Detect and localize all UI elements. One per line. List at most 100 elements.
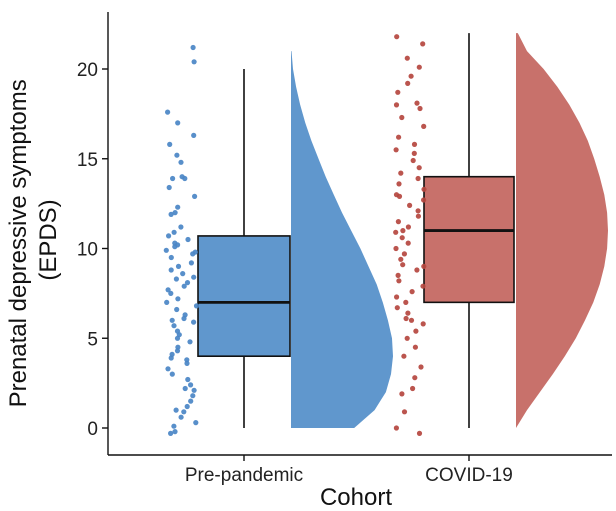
- data-point: [178, 159, 184, 165]
- plot-area: [163, 33, 608, 436]
- data-point: [182, 385, 188, 392]
- data-point: [395, 272, 401, 278]
- group-covid-19: [393, 33, 608, 436]
- data-point: [399, 114, 405, 121]
- data-point: [413, 328, 419, 334]
- y-axis-title-line-1: Prenatal depressive symptoms: [5, 79, 32, 407]
- y-tick-label: 20: [77, 60, 98, 81]
- data-point: [187, 339, 193, 345]
- data-point: [185, 376, 191, 383]
- data-point: [184, 357, 190, 363]
- data-point: [403, 299, 409, 305]
- data-point: [168, 290, 174, 296]
- data-point: [408, 73, 414, 79]
- data-point: [193, 420, 199, 426]
- data-point: [393, 245, 399, 252]
- data-point: [421, 263, 427, 269]
- data-point: [188, 382, 194, 388]
- data-point: [188, 398, 194, 404]
- x-tick-label: Pre-pandemic: [185, 465, 303, 486]
- data-point: [407, 202, 413, 208]
- data-point: [401, 251, 407, 257]
- data-point: [163, 247, 169, 253]
- data-point: [178, 224, 184, 230]
- data-point: [396, 181, 402, 187]
- data-point: [393, 229, 399, 235]
- data-point: [167, 141, 173, 147]
- data-point: [181, 315, 187, 322]
- data-point: [408, 317, 415, 323]
- data-point: [175, 120, 181, 126]
- x-axis-title: Cohort: [320, 484, 392, 511]
- data-point: [168, 254, 174, 261]
- data-point: [404, 55, 410, 61]
- data-point: [416, 64, 422, 70]
- data-point: [165, 366, 171, 372]
- data-point: [175, 204, 181, 210]
- data-point: [414, 267, 420, 273]
- data-point: [191, 319, 197, 325]
- y-tick-label: 10: [77, 240, 98, 261]
- data-point: [168, 211, 174, 217]
- data-point: [393, 425, 399, 431]
- data-point: [421, 186, 427, 192]
- data-point: [420, 321, 426, 327]
- data-point: [178, 414, 184, 420]
- data-point: [174, 306, 180, 313]
- data-point: [403, 315, 409, 322]
- data-point: [398, 256, 404, 262]
- data-point: [179, 174, 185, 180]
- data-point: [411, 141, 418, 147]
- x-tick-label: COVID-19: [425, 465, 513, 486]
- data-point: [400, 262, 406, 268]
- data-point: [420, 41, 426, 47]
- data-point: [411, 150, 417, 156]
- data-point: [421, 123, 427, 129]
- data-point: [175, 242, 181, 248]
- data-point: [415, 213, 421, 219]
- box-iqr: [197, 235, 291, 357]
- data-point: [394, 34, 400, 40]
- data-point: [393, 102, 400, 108]
- density-cloud: [516, 33, 608, 428]
- box-iqr: [423, 175, 515, 304]
- data-point: [405, 224, 411, 230]
- y-axis-title-line-2: (EPDS): [35, 199, 62, 280]
- data-point: [188, 260, 194, 266]
- data-point: [191, 59, 197, 65]
- data-point: [414, 100, 420, 106]
- data-point: [399, 235, 405, 241]
- y-tick-label: 0: [87, 419, 98, 440]
- data-point: [421, 197, 427, 203]
- data-point: [401, 353, 407, 359]
- data-point: [165, 109, 171, 115]
- data-point: [405, 240, 411, 246]
- data-point: [173, 407, 179, 413]
- data-point: [168, 267, 174, 273]
- data-point: [171, 323, 177, 329]
- data-point: [398, 170, 404, 176]
- data-point: [400, 228, 406, 234]
- y-axis-title: Prenatal depressive symptoms (EPDS): [5, 73, 62, 408]
- data-point: [166, 233, 172, 239]
- data-point: [191, 387, 197, 393]
- data-point: [172, 210, 178, 216]
- data-point: [192, 193, 198, 199]
- data-point: [169, 371, 175, 377]
- data-point: [165, 287, 171, 293]
- data-point: [175, 263, 182, 269]
- data-point: [169, 317, 175, 323]
- data-point: [396, 193, 403, 199]
- data-point: [404, 335, 410, 341]
- data-point: [191, 132, 197, 138]
- data-point: [192, 249, 198, 255]
- data-point: [168, 430, 174, 436]
- data-point: [175, 296, 181, 302]
- data-point: [415, 175, 421, 182]
- data-point: [166, 184, 172, 191]
- y-tick-label: 5: [87, 329, 98, 350]
- data-point: [393, 147, 399, 153]
- density-cloud: [291, 51, 393, 428]
- data-point: [184, 403, 190, 410]
- data-point: [193, 303, 200, 309]
